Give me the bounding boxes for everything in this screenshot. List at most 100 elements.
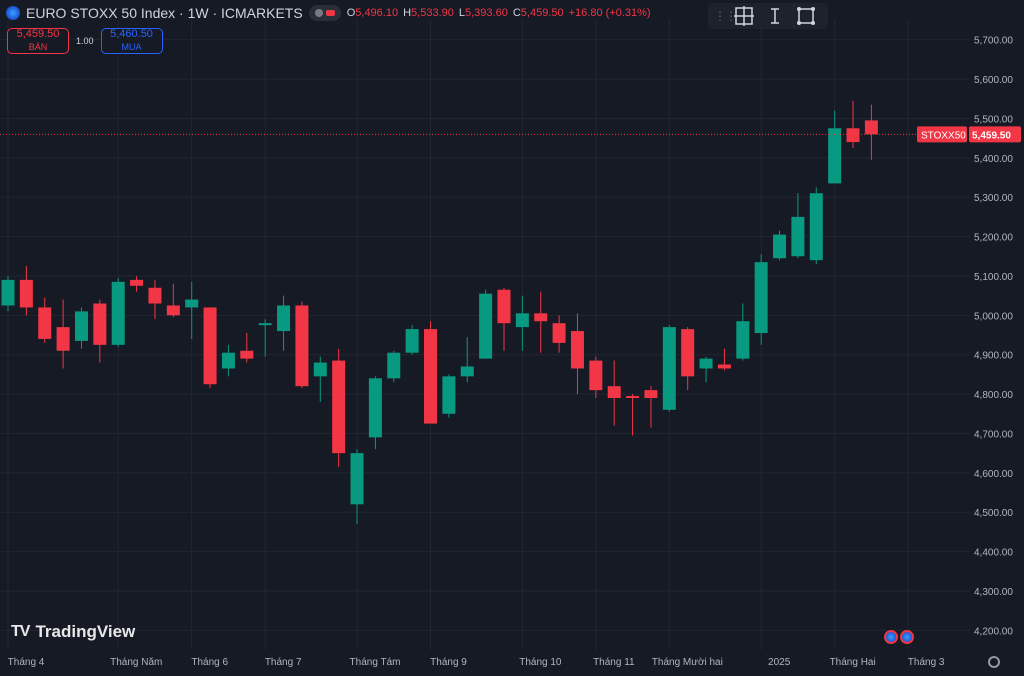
- candle-down: [626, 394, 640, 436]
- candle-body: [552, 323, 566, 343]
- price-tick-label: 5,100.00: [974, 272, 1013, 283]
- time-tick-label: Tháng 9: [430, 657, 467, 668]
- candle-down: [19, 266, 33, 316]
- candle-down: [38, 297, 52, 343]
- candle-body: [736, 321, 750, 359]
- time-tick-label: Tháng 4: [7, 657, 45, 668]
- time-tick-label: Tháng 3: [907, 657, 945, 668]
- drag-handle-icon[interactable]: ⋮⋮: [714, 9, 737, 23]
- time-tick-label: Tháng Hai: [829, 657, 876, 668]
- price-tick-label: 4,600.00: [974, 469, 1013, 480]
- candle-up: [442, 374, 456, 418]
- candle-down: [148, 279, 162, 320]
- open-value: 5,496.10: [355, 7, 399, 19]
- candle-down: [295, 301, 309, 389]
- eye-icon: [314, 9, 323, 17]
- high-key: H: [403, 7, 412, 19]
- tradingview-logo-icon: TV: [11, 623, 30, 640]
- crosshair-plus-icon[interactable]: [733, 5, 755, 27]
- candle-down: [93, 299, 107, 363]
- candle-body: [699, 358, 713, 369]
- candle-body: [74, 311, 88, 341]
- candle-up: [368, 376, 382, 450]
- candle-down: [552, 315, 566, 353]
- candle-body: [38, 307, 52, 339]
- candle-body: [626, 396, 640, 398]
- time-tick-label: Tháng 10: [519, 657, 562, 668]
- symbol-tag-text: STOXX50: [921, 130, 966, 141]
- candle-body: [148, 287, 162, 304]
- select-box-icon[interactable]: [795, 5, 817, 27]
- time-tick-label: Tháng Tám: [349, 657, 401, 668]
- candle-body: [754, 262, 768, 334]
- candle-body: [203, 307, 217, 385]
- settings-gear-icon[interactable]: [988, 656, 1000, 668]
- candle-body: [515, 313, 529, 328]
- candle-up: [460, 336, 474, 383]
- event-flag-icon[interactable]: [884, 630, 898, 644]
- candle-up: [699, 356, 713, 383]
- candle-body: [479, 293, 493, 359]
- candle-up: [387, 350, 401, 383]
- last-price-text: 5,459.50: [972, 130, 1011, 141]
- candle-body: [791, 216, 805, 257]
- symbol-tag: [917, 126, 967, 143]
- candle-down: [570, 313, 584, 395]
- tradingview-watermark[interactable]: TV TradingView: [11, 622, 135, 642]
- price-tick-label: 4,800.00: [974, 390, 1013, 401]
- buy-label: MUA: [121, 42, 142, 52]
- time-axis[interactable]: Tháng 4 Tháng Năm Tháng 6 Tháng 7 Tháng Tám T…: [0, 652, 970, 672]
- candle-up: [405, 325, 419, 355]
- candle-body: [534, 313, 548, 322]
- sell-button[interactable]: 5,459.50 BÁN: [7, 28, 69, 54]
- watermark-text: TradingView: [35, 622, 136, 641]
- candle-down: [644, 386, 658, 428]
- candle-up: [111, 277, 125, 347]
- candle-body: [681, 329, 695, 377]
- chart-legend: EURO STOXX 50 Index · 1W · ICMARKETS O5,…: [6, 4, 651, 22]
- candle-body: [644, 390, 658, 398]
- change-value: +16.80 (+0.31%): [568, 7, 651, 19]
- candle-body: [662, 327, 676, 410]
- candle-down: [846, 100, 860, 148]
- price-tick-label: 5,000.00: [974, 311, 1013, 322]
- buy-price: 5,460.50: [110, 28, 153, 40]
- candle-up: [221, 344, 235, 377]
- candle-up: [185, 281, 199, 339]
- time-tick-label: Tháng Năm: [110, 657, 163, 668]
- price-axis[interactable]: 4,200.00 4,300.00 4,400.00 4,500.00 4,600.00…: [974, 36, 1013, 638]
- candle-body: [258, 323, 272, 326]
- last-price-tag: [969, 126, 1021, 143]
- price-tick-label: 4,700.00: [974, 429, 1013, 440]
- high-value: 5,533.90: [411, 7, 454, 19]
- candle-down: [864, 104, 878, 160]
- candle-body: [313, 362, 327, 377]
- event-flag-icon[interactable]: [900, 630, 914, 644]
- candle-down: [424, 321, 438, 424]
- price-tick-label: 4,900.00: [974, 351, 1013, 362]
- candle-body: [221, 352, 235, 369]
- buy-button[interactable]: 5,460.50 MUA: [100, 28, 163, 54]
- candle-body: [497, 289, 511, 324]
- candle-body: [828, 128, 842, 184]
- candle-up: [828, 110, 842, 184]
- sell-label: BÁN: [28, 42, 48, 52]
- candle-down: [240, 333, 254, 363]
- candle-up: [515, 295, 529, 351]
- text-cursor-icon[interactable]: [764, 5, 786, 27]
- candle-down: [589, 356, 603, 398]
- candle-up: [773, 230, 787, 261]
- symbol-title[interactable]: EURO STOXX 50 Index · 1W · ICMARKETS: [26, 5, 303, 21]
- candle-body: [111, 281, 125, 345]
- candle-down: [130, 275, 144, 292]
- sell-price: 5,459.50: [16, 28, 60, 40]
- candle-body: [130, 279, 144, 286]
- candle-body: [864, 120, 878, 135]
- visibility-toggle[interactable]: [308, 5, 341, 21]
- market-status-icon: [325, 10, 335, 16]
- open-key: O: [346, 7, 356, 19]
- candle-body: [589, 360, 603, 391]
- candle-body: [846, 128, 860, 143]
- price-tick-label: 5,700.00: [974, 36, 1013, 47]
